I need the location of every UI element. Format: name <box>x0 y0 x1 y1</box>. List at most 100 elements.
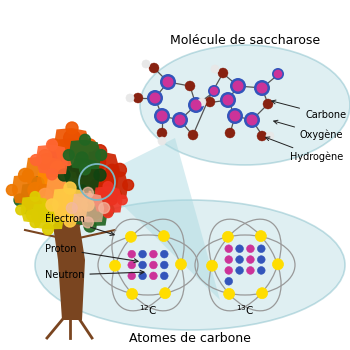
Circle shape <box>254 80 270 96</box>
Polygon shape <box>32 200 64 229</box>
Circle shape <box>175 115 185 125</box>
Circle shape <box>218 68 228 78</box>
Circle shape <box>154 108 170 124</box>
Circle shape <box>14 194 26 206</box>
Circle shape <box>147 90 163 106</box>
Polygon shape <box>54 128 90 161</box>
Circle shape <box>44 205 54 215</box>
Polygon shape <box>25 156 65 193</box>
Circle shape <box>225 267 233 274</box>
Circle shape <box>89 170 101 183</box>
Circle shape <box>246 267 254 274</box>
Text: $^{13}$C: $^{13}$C <box>236 303 254 317</box>
Circle shape <box>236 267 243 274</box>
Polygon shape <box>53 215 85 320</box>
Circle shape <box>160 288 170 299</box>
Circle shape <box>82 199 94 211</box>
Circle shape <box>30 218 40 228</box>
Circle shape <box>257 83 267 93</box>
Circle shape <box>83 217 93 228</box>
Circle shape <box>236 256 243 264</box>
Circle shape <box>246 245 254 253</box>
Text: Électron: Électron <box>45 214 114 236</box>
Circle shape <box>69 188 82 202</box>
Circle shape <box>93 145 107 158</box>
Circle shape <box>83 187 93 198</box>
Circle shape <box>188 97 204 113</box>
Circle shape <box>89 206 101 219</box>
Circle shape <box>23 169 33 180</box>
Circle shape <box>233 81 243 91</box>
Circle shape <box>191 100 201 110</box>
Polygon shape <box>35 169 80 210</box>
Circle shape <box>257 267 265 274</box>
Circle shape <box>158 137 166 145</box>
Circle shape <box>16 205 26 215</box>
Circle shape <box>133 93 143 103</box>
Polygon shape <box>36 145 68 174</box>
Circle shape <box>50 161 65 176</box>
Circle shape <box>38 188 52 202</box>
Circle shape <box>66 155 78 167</box>
Circle shape <box>64 215 76 227</box>
Circle shape <box>6 184 17 195</box>
Circle shape <box>163 77 173 87</box>
Circle shape <box>73 182 88 197</box>
Circle shape <box>19 168 32 182</box>
Circle shape <box>225 278 233 285</box>
Circle shape <box>274 70 282 78</box>
Circle shape <box>64 130 80 147</box>
Circle shape <box>59 210 70 221</box>
Circle shape <box>23 199 33 210</box>
Circle shape <box>43 194 54 205</box>
Circle shape <box>223 95 233 105</box>
Circle shape <box>128 261 135 269</box>
Circle shape <box>139 261 146 269</box>
Circle shape <box>266 132 274 140</box>
Circle shape <box>90 180 101 190</box>
Circle shape <box>128 272 135 280</box>
Circle shape <box>102 204 114 216</box>
Circle shape <box>236 245 243 253</box>
Circle shape <box>32 210 44 222</box>
Polygon shape <box>69 140 101 169</box>
Circle shape <box>272 259 284 270</box>
Circle shape <box>99 203 110 214</box>
Circle shape <box>230 78 246 94</box>
Circle shape <box>142 60 150 68</box>
Circle shape <box>149 261 157 269</box>
Circle shape <box>125 231 136 242</box>
Circle shape <box>89 195 98 205</box>
Circle shape <box>128 250 135 258</box>
Circle shape <box>39 184 50 195</box>
Circle shape <box>198 98 206 106</box>
Polygon shape <box>21 196 49 223</box>
Circle shape <box>58 206 72 219</box>
Circle shape <box>38 186 51 199</box>
Circle shape <box>66 204 78 216</box>
Circle shape <box>185 81 195 91</box>
Circle shape <box>84 187 96 199</box>
Circle shape <box>50 194 62 206</box>
Text: $^{12}$C: $^{12}$C <box>139 303 157 317</box>
Circle shape <box>74 163 87 177</box>
Polygon shape <box>12 175 44 204</box>
Circle shape <box>107 164 117 175</box>
Ellipse shape <box>140 45 350 165</box>
Circle shape <box>64 176 80 193</box>
Circle shape <box>84 139 96 151</box>
Circle shape <box>149 250 157 258</box>
Polygon shape <box>80 151 120 188</box>
Text: Carbone: Carbone <box>272 100 346 120</box>
Circle shape <box>26 210 37 221</box>
Circle shape <box>272 68 284 80</box>
Circle shape <box>78 188 91 202</box>
Polygon shape <box>72 193 104 222</box>
Circle shape <box>139 250 146 258</box>
Circle shape <box>76 185 88 197</box>
Circle shape <box>211 65 219 73</box>
Circle shape <box>157 128 167 138</box>
Text: Hydrogène: Hydrogène <box>266 137 343 162</box>
Circle shape <box>47 169 57 180</box>
Circle shape <box>244 112 260 128</box>
